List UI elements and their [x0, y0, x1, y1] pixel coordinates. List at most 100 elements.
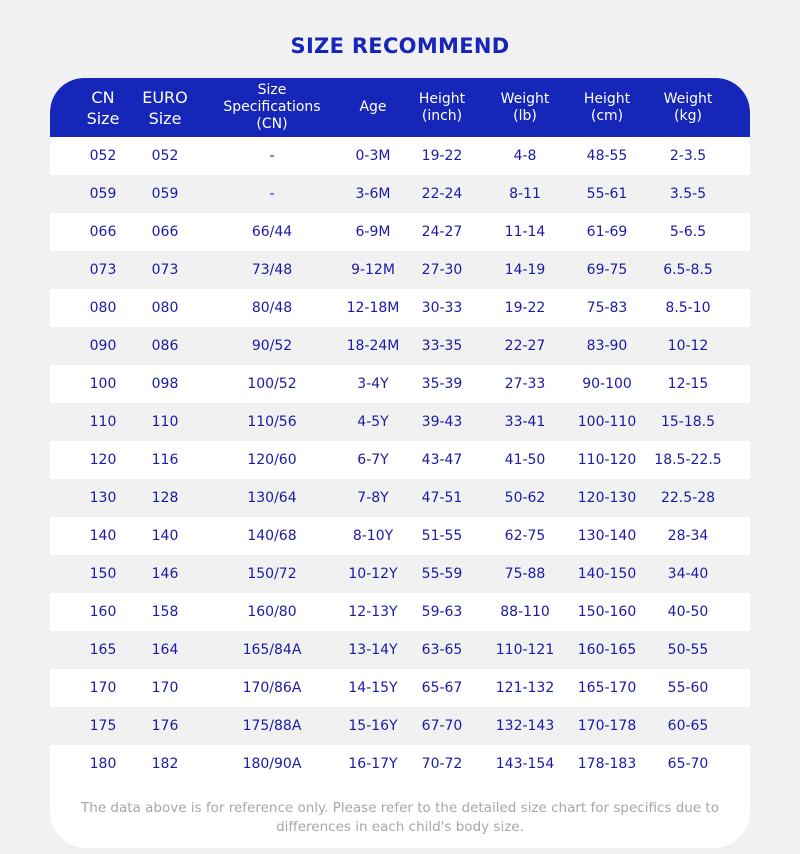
cell-height-inch: 24-27 [421, 224, 463, 240]
cell-size-spec: 120/60 [247, 452, 297, 468]
cell-weight-lb: 110-121 [495, 642, 555, 658]
cell-euro-size: 176 [151, 718, 179, 734]
cell-weight-kg: 60-65 [667, 718, 709, 734]
cell-age: 16-17Y [348, 756, 398, 772]
cell-weight-lb: 41-50 [504, 452, 546, 468]
cell-cn-size: 066 [89, 224, 117, 240]
cell-height-cm: 140-150 [577, 566, 637, 582]
cell-weight-lb: 4-8 [513, 148, 537, 164]
cell-size-spec: 110/56 [247, 414, 297, 430]
cell-weight-kg: 40-50 [667, 604, 709, 620]
cell-height-cm: 170-178 [577, 718, 637, 734]
cell-age: 10-12Y [348, 566, 398, 582]
cell-cn-size: 110 [89, 414, 117, 430]
disclaimer-text: The data above is for reference only. Pl… [81, 800, 719, 835]
cell-age: 7-8Y [357, 490, 389, 506]
cell-size-spec: 66/44 [251, 224, 293, 240]
cell-weight-lb: 50-62 [504, 490, 546, 506]
cell-height-cm: 69-75 [586, 262, 628, 278]
cell-height-cm: 178-183 [577, 756, 637, 772]
cell-weight-lb: 62-75 [504, 528, 546, 544]
cell-age: 0-3M [355, 148, 391, 164]
cell-weight-kg: 22.5-28 [660, 490, 716, 506]
cell-euro-size: 080 [151, 300, 179, 316]
cell-weight-kg: 15-18.5 [660, 414, 716, 430]
cell-height-inch: 43-47 [421, 452, 463, 468]
cell-size-spec: 80/48 [251, 300, 293, 316]
cell-weight-lb: 8-11 [509, 186, 541, 202]
table-row: 066 066 66/44 6-9M 24-27 11-14 61-69 5-6.5 [50, 213, 750, 251]
table-row: 080 080 80/48 12-18M 30-33 19-22 75-83 8.5-10 [50, 289, 750, 327]
cell-weight-kg: 3.5-5 [669, 186, 707, 202]
cell-cn-size: 175 [89, 718, 117, 734]
table-row: 180 182 180/90A 16-17Y 70-72 143-154 178-183 65… [50, 745, 750, 783]
cell-euro-size: 052 [151, 148, 179, 164]
cell-weight-kg: 10-12 [667, 338, 709, 354]
cell-cn-size: 165 [89, 642, 117, 658]
cell-weight-lb: 33-41 [504, 414, 546, 430]
cell-height-cm: 61-69 [586, 224, 628, 240]
cell-height-inch: 65-67 [421, 680, 463, 696]
cell-height-inch: 67-70 [421, 718, 463, 734]
table-row: 130 128 130/64 7-8Y 47-51 50-62 120-130 22.5-28 [50, 479, 750, 517]
table-row: 059 059 - 3-6M 22-24 8-11 55-61 3.5-5 [50, 175, 750, 213]
cell-weight-lb: 75-88 [504, 566, 546, 582]
table-row: 073 073 73/48 9-12M 27-30 14-19 69-75 6.5-8.5 [50, 251, 750, 289]
cell-euro-size: 158 [151, 604, 179, 620]
cell-cn-size: 160 [89, 604, 117, 620]
cell-cn-size: 090 [89, 338, 117, 354]
header-weight-kg: Weight (kg) [663, 90, 713, 124]
cell-cn-size: 130 [89, 490, 117, 506]
header-weight-lb: Weight (lb) [500, 90, 550, 124]
cell-height-inch: 47-51 [421, 490, 463, 506]
cell-weight-kg: 34-40 [667, 566, 709, 582]
cell-size-spec: 160/80 [247, 604, 297, 620]
cell-age: 18-24M [346, 338, 400, 354]
cell-age: 12-13Y [348, 604, 398, 620]
table-row: 120 116 120/60 6-7Y 43-47 41-50 110-120 18.5-22… [50, 441, 750, 479]
table-row: 150 146 150/72 10-12Y 55-59 75-88 140-150 34-40 [50, 555, 750, 593]
cell-height-cm: 160-165 [577, 642, 637, 658]
cell-age: 12-18M [346, 300, 400, 316]
cell-height-inch: 51-55 [421, 528, 463, 544]
cell-age: 8-10Y [352, 528, 394, 544]
cell-weight-lb: 22-27 [504, 338, 546, 354]
cell-euro-size: 073 [151, 262, 179, 278]
cell-height-cm: 130-140 [577, 528, 637, 544]
cell-euro-size: 116 [151, 452, 179, 468]
cell-cn-size: 170 [89, 680, 117, 696]
cell-cn-size: 080 [89, 300, 117, 316]
cell-height-cm: 110-120 [577, 452, 637, 468]
cell-weight-kg: 6.5-8.5 [663, 262, 713, 278]
page-title: SIZE RECOMMEND [290, 34, 510, 58]
cell-age: 6-7Y [357, 452, 389, 468]
cell-height-cm: 100-110 [577, 414, 637, 430]
cell-euro-size: 086 [151, 338, 179, 354]
cell-size-spec: - [269, 148, 275, 164]
cell-weight-kg: 2-3.5 [669, 148, 707, 164]
cell-cn-size: 150 [89, 566, 117, 582]
cell-size-spec: 180/90A [242, 756, 302, 772]
header-height-inch: Height (inch) [418, 90, 466, 124]
header-age: Age [359, 99, 387, 115]
cell-weight-kg: 50-55 [667, 642, 709, 658]
cell-age: 4-5Y [357, 414, 389, 430]
cell-euro-size: 164 [151, 642, 179, 658]
cell-euro-size: 098 [151, 376, 179, 392]
cell-weight-kg: 28-34 [667, 528, 709, 544]
cell-size-spec: 73/48 [251, 262, 293, 278]
cell-height-inch: 22-24 [421, 186, 463, 202]
size-table-card: CN Size EURO Size Size Specifications (CN)… [50, 78, 750, 848]
cell-weight-lb: 132-143 [495, 718, 555, 734]
cell-cn-size: 100 [89, 376, 117, 392]
cell-size-spec: 175/88A [242, 718, 302, 734]
table-row: 170 170 170/86A 14-15Y 65-67 121-132 165-170 55… [50, 669, 750, 707]
cell-weight-kg: 12-15 [667, 376, 709, 392]
cell-weight-lb: 27-33 [504, 376, 546, 392]
cell-size-spec: 170/86A [242, 680, 302, 696]
cell-age: 15-16Y [348, 718, 398, 734]
cell-weight-kg: 5-6.5 [669, 224, 707, 240]
cell-height-inch: 35-39 [421, 376, 463, 392]
cell-cn-size: 180 [89, 756, 117, 772]
cell-weight-lb: 143-154 [495, 756, 555, 772]
